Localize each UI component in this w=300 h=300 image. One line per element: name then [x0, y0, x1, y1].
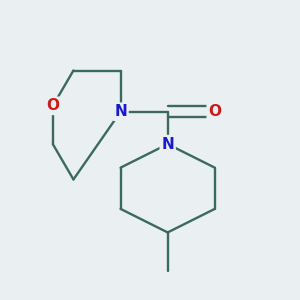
- Text: O: O: [46, 98, 59, 113]
- Text: O: O: [208, 104, 221, 119]
- Text: N: N: [114, 104, 127, 119]
- Text: N: N: [161, 136, 174, 152]
